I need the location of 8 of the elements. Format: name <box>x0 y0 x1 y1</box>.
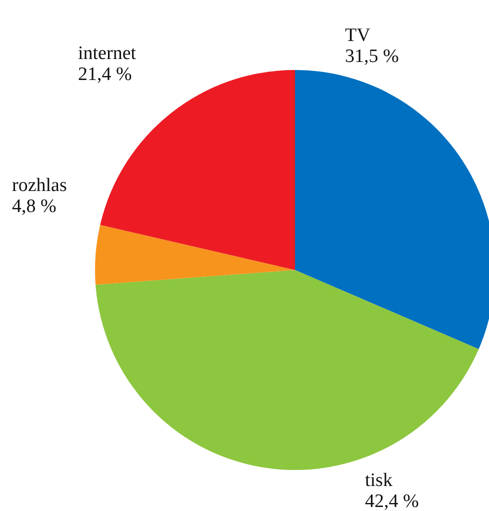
data-label: 21,4 % <box>78 64 132 85</box>
slice-label: internet <box>78 43 137 64</box>
slice-label: tisk <box>365 470 393 491</box>
data-label: 31,5 % <box>345 46 399 67</box>
data-label: 4,8 % <box>12 196 56 217</box>
slice-label: TV <box>345 25 371 46</box>
data-label: 42,4 % <box>365 491 419 511</box>
slice-label: rozhlas <box>12 175 67 196</box>
